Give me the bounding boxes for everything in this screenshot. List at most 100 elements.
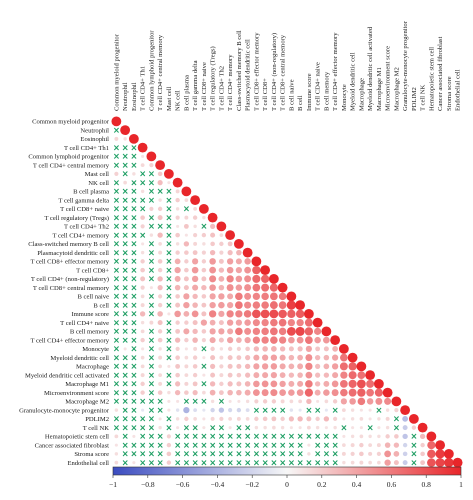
nonsignificant-marker: ×: [244, 432, 251, 442]
column-label: T cell CD8+: [262, 78, 269, 111]
correlation-cell: [218, 293, 225, 300]
correlation-cell: [132, 461, 136, 465]
nonsignificant-marker: ×: [148, 345, 155, 355]
correlation-cell: [132, 286, 135, 289]
correlation-cell: [140, 329, 145, 334]
nonsignificant-marker: ×: [113, 248, 120, 258]
correlation-cell: [324, 408, 328, 412]
nonsignificant-marker: ×: [139, 415, 146, 425]
correlation-cell: [140, 276, 146, 282]
row-label: T cell CD8+ central memory: [33, 285, 110, 292]
correlation-cell: [279, 389, 286, 396]
correlation-cell: [201, 259, 207, 264]
nonsignificant-marker: ×: [130, 222, 137, 232]
correlation-cell: [124, 155, 127, 158]
nonsignificant-marker: ×: [122, 406, 129, 416]
nonsignificant-marker: ×: [139, 178, 146, 188]
correlation-cell: [209, 275, 217, 283]
correlation-cell: [185, 435, 188, 438]
correlation-cell: [279, 354, 286, 361]
correlation-cell: [201, 232, 207, 238]
nonsignificant-marker: ×: [130, 178, 137, 188]
correlation-cell: [219, 364, 224, 369]
nonsignificant-marker: ×: [270, 432, 277, 442]
correlation-cell: [236, 389, 242, 396]
nonsignificant-marker: ×: [122, 275, 129, 285]
correlation-cell: [314, 354, 321, 361]
correlation-cell: [132, 260, 135, 263]
nonsignificant-marker: ×: [148, 458, 155, 468]
correlation-cell: [229, 444, 232, 447]
nonsignificant-marker: ×: [165, 423, 172, 433]
nonsignificant-marker: ×: [305, 406, 312, 416]
correlation-cell: [411, 425, 417, 430]
nonsignificant-marker: ×: [192, 423, 199, 433]
diagonal-cell: [347, 352, 358, 363]
correlation-cell: [141, 408, 145, 412]
correlation-cell: [262, 372, 269, 379]
correlation-cell: [115, 330, 118, 333]
correlation-cell: [244, 258, 251, 265]
correlation-cell: [357, 371, 366, 380]
correlation-cell: [288, 380, 295, 387]
correlation-cell: [202, 444, 205, 447]
correlation-cell: [114, 443, 118, 447]
correlation-cell: [132, 391, 135, 394]
correlation-cell: [228, 416, 233, 421]
correlation-cell: [167, 382, 171, 386]
nonsignificant-marker: ×: [340, 423, 347, 433]
correlation-cell: [141, 444, 144, 447]
nonsignificant-marker: ×: [183, 441, 190, 451]
row-label: Plasmacytoid dendritic cell: [37, 250, 109, 257]
correlation-cell: [219, 347, 224, 351]
correlation-cell: [236, 355, 242, 361]
correlation-cell: [220, 444, 223, 447]
column-label: Macrophage M2: [393, 67, 400, 111]
correlation-cell: [124, 444, 127, 447]
nonsignificant-marker: ×: [113, 266, 120, 276]
nonsignificant-marker: ×: [165, 213, 172, 223]
nonsignificant-marker: ×: [200, 458, 207, 468]
correlation-cell: [270, 363, 278, 370]
nonsignificant-marker: ×: [192, 458, 199, 468]
correlation-cell: [227, 337, 234, 344]
nonsignificant-marker: ×: [122, 231, 129, 241]
correlation-cell: [289, 408, 294, 412]
correlation-cell: [305, 336, 313, 344]
correlation-cell: [141, 461, 144, 464]
nonsignificant-marker: ×: [183, 205, 190, 215]
diagonal-cell: [452, 457, 463, 468]
correlation-cell: [167, 277, 171, 281]
correlation-cell: [150, 435, 153, 438]
correlation-cell: [185, 461, 188, 464]
diagonal-cell: [225, 230, 236, 241]
correlation-cell: [158, 294, 163, 299]
correlation-cell: [192, 372, 198, 378]
row-label: T cell CD4+ naive: [60, 320, 109, 327]
correlation-cell: [202, 373, 206, 377]
nonsignificant-marker: ×: [113, 152, 120, 162]
correlation-cell: [175, 328, 181, 334]
correlation-cell: [141, 172, 144, 175]
correlation-cell: [141, 233, 145, 237]
correlation-cell: [359, 451, 364, 457]
diagonal-cell: [426, 431, 437, 442]
correlation-cell: [191, 266, 199, 274]
correlation-cell: [158, 408, 162, 412]
correlation-cell: [236, 249, 242, 256]
correlation-cell: [368, 460, 372, 465]
correlation-cell: [115, 400, 118, 403]
diagonal-cell: [382, 387, 393, 398]
correlation-cell: [140, 215, 145, 220]
nonsignificant-marker: ×: [148, 380, 155, 390]
correlation-cell: [420, 451, 425, 457]
correlation-cell: [175, 320, 180, 325]
correlation-cell: [307, 443, 311, 447]
nonsignificant-marker: ×: [332, 441, 339, 451]
correlation-cell: [290, 444, 293, 447]
correlation-cell: [252, 274, 261, 283]
correlation-cell: [288, 389, 295, 396]
nonsignificant-marker: ×: [113, 327, 120, 337]
correlation-cell: [150, 365, 153, 368]
correlation-cell: [202, 215, 206, 220]
